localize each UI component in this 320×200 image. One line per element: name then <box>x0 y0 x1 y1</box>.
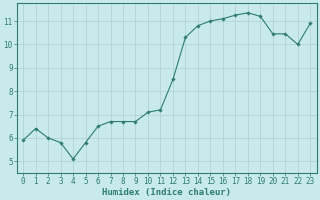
X-axis label: Humidex (Indice chaleur): Humidex (Indice chaleur) <box>102 188 231 197</box>
